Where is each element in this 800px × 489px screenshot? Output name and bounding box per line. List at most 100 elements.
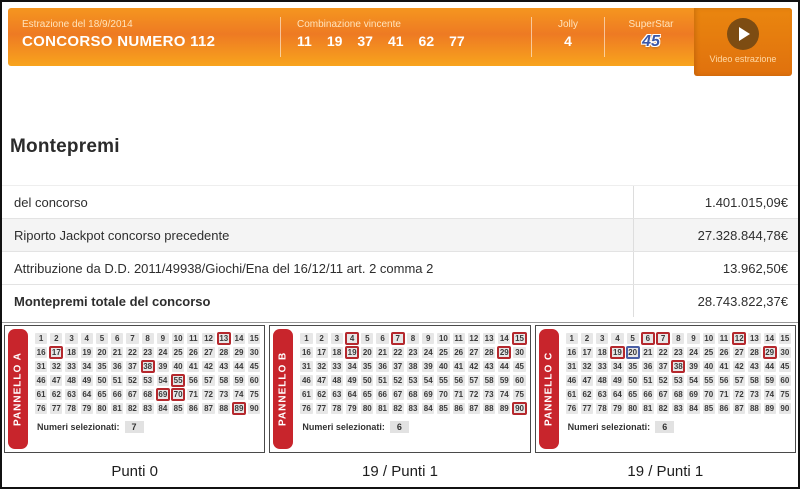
montepremi-table: del concorso 1.401.015,09€ Riporto Jackp… [2,185,798,317]
number-cell: 32 [580,361,594,372]
number-cell: 31 [300,361,313,372]
number-cell: 64 [80,389,93,400]
pannello-c: PANNELLO C 1 2 3 4 5 6 7 8 9 10 11 12 13 14 15 16 17 18 19 2… [534,325,796,453]
number-cell: 72 [202,389,215,400]
row-value: 1.401.015,09€ [633,186,798,218]
number-cell: 62 [50,389,63,400]
number-cell: 55 [170,374,186,387]
draw-date-label: Estrazione del 18/9/2014 [22,19,133,30]
number-cell: 38 [406,361,420,372]
number-cell: 53 [406,375,420,386]
number-cell: 54 [156,375,169,386]
number-cell: 89 [763,403,776,414]
number-cell: 46 [300,375,313,386]
number-cell: 82 [391,403,404,414]
jolly-number: 4 [564,33,572,49]
superstar-label: SuperStar [628,19,674,30]
number-cell: 36 [641,361,654,372]
jolly-label: Jolly [557,19,578,30]
number-cell: 63 [330,389,343,400]
number-cell: 54 [422,375,435,386]
number-cell: 43 [748,361,761,372]
number-cell: 41 [452,361,465,372]
number-cell: 50 [95,375,109,386]
number-cell: 22 [391,347,404,358]
number-cell: 37 [391,361,404,372]
number-cell: 12 [202,333,215,344]
number-cell: 11 [187,333,200,344]
number-cell: 1 [565,333,578,344]
number-cell: 83 [141,403,154,414]
table-row: del concorso 1.401.015,09€ [2,185,798,218]
number-cell: 2 [50,333,63,344]
row-value: 13.962,50€ [633,252,798,284]
number-cell: 77 [50,403,63,414]
number-cell: 64 [345,389,359,400]
number-cell: 37 [656,361,670,372]
number-cell: 13 [748,333,761,344]
number-cell: 76 [565,403,578,414]
number-cell: 8 [406,333,420,344]
number-grid: 1 2 3 4 5 6 7 8 9 10 11 12 13 14 15 16 17 18 19 20 21 22 23 24 2… [565,332,791,414]
number-cell: 81 [111,403,124,414]
number-cell: 28 [217,347,230,358]
selected-count-label: Numeri selezionati: [37,422,120,432]
number-cell: 84 [422,403,435,414]
number-cell: 3 [596,333,609,344]
number-cell: 29 [497,346,512,359]
number-cell: 49 [611,375,624,386]
number-cell: 13 [482,333,496,344]
number-cell: 56 [452,375,465,386]
number-cell: 66 [111,389,124,400]
number-cell: 7 [655,332,671,345]
number-cell: 80 [95,403,109,414]
number-cell: 4 [611,333,624,344]
number-cell: 34 [80,361,93,372]
number-cell: 45 [513,361,526,372]
number-cell: 83 [406,403,420,414]
number-cell: 57 [733,375,746,386]
number-cell: 16 [35,347,48,358]
number-cell: 52 [391,375,404,386]
number-cell: 10 [437,333,450,344]
number-cell: 75 [778,389,791,400]
number-cell: 88 [482,403,496,414]
number-cell: 58 [482,375,496,386]
number-cell: 39 [422,361,435,372]
number-cell: 55 [702,375,715,386]
number-cell: 56 [717,375,731,386]
winning-number: 77 [449,33,465,49]
combination-label: Combinazione vincente [297,19,401,30]
number-cell: 87 [202,403,215,414]
number-cell: 8 [141,333,154,344]
video-estrazione-button[interactable]: Video estrazione [694,8,792,76]
number-cell: 74 [232,389,246,400]
number-cell: 79 [611,403,624,414]
number-cell: 18 [596,347,609,358]
draw-info: Estrazione del 18/9/2014 CONCORSO NUMERO… [8,8,280,66]
number-grid: 1 2 3 4 5 6 7 8 9 10 11 12 13 14 15 16 17 18 19 20 21 22 23 24 2… [35,332,261,415]
number-cell: 41 [717,361,731,372]
number-cell: 71 [717,389,731,400]
panels-row: PANNELLO A 1 2 3 4 5 6 7 8 9 10 11 12 13 14 15 16 17 18 19 2… [2,322,798,453]
panel-footer: Numeri selezionati: 6 [302,421,525,433]
number-cell: 40 [171,361,185,372]
number-cell: 41 [187,361,200,372]
number-cell: 23 [406,347,420,358]
number-cell: 85 [437,403,450,414]
selected-count-value: 6 [389,421,409,433]
number-cell: 24 [422,347,435,358]
video-button-label: Video estrazione [709,54,777,65]
number-cell: 78 [330,403,343,414]
number-cell: 76 [300,403,313,414]
number-cell: 82 [126,403,139,414]
number-cell: 25 [437,347,450,358]
number-cell: 66 [376,389,389,400]
number-cell: 72 [467,389,480,400]
number-cell: 49 [345,375,359,386]
number-cell: 30 [248,347,261,358]
panel-ribbon-label: PANNELLO C [538,329,559,449]
number-cell: 24 [156,347,169,358]
number-cell: 52 [656,375,670,386]
number-cell: 37 [126,361,139,372]
